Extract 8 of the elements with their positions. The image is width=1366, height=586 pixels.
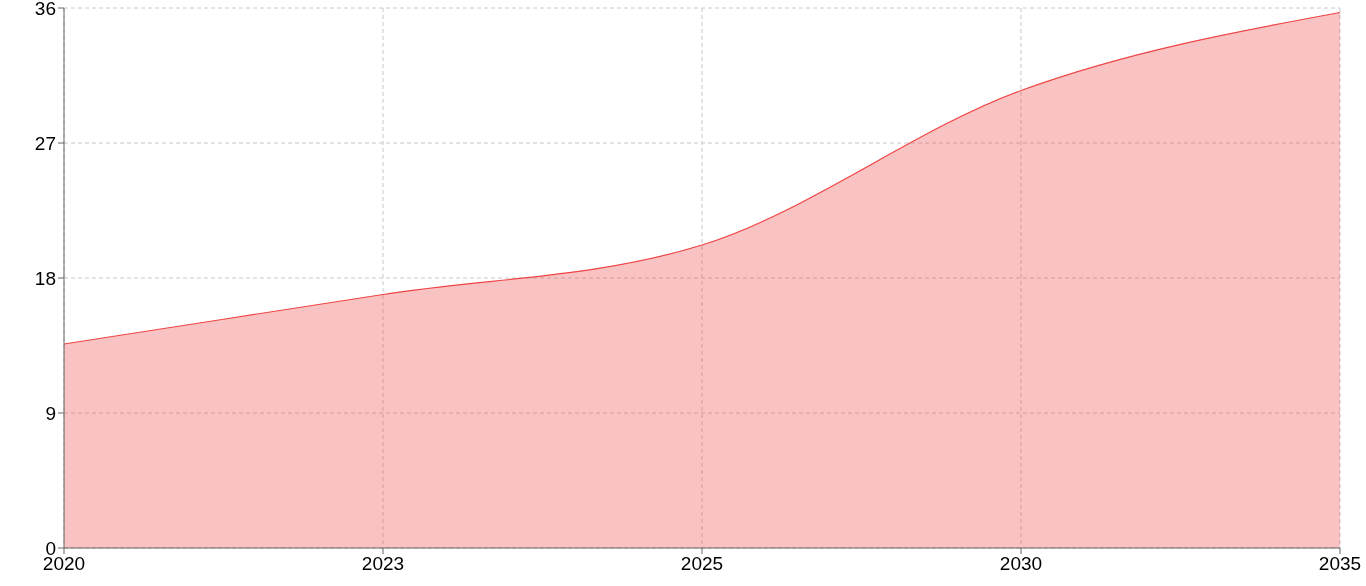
x-tick-label: 2035	[1318, 553, 1362, 574]
x-tick-label: 2023	[361, 553, 405, 574]
x-tick-label: 2025	[680, 553, 724, 574]
x-tick-label: 2030	[999, 553, 1043, 574]
y-tick-label: 18	[34, 267, 56, 289]
y-tick-label: 9	[45, 402, 56, 424]
y-tick-label: 27	[34, 132, 56, 154]
y-tick-label: 36	[34, 0, 56, 19]
